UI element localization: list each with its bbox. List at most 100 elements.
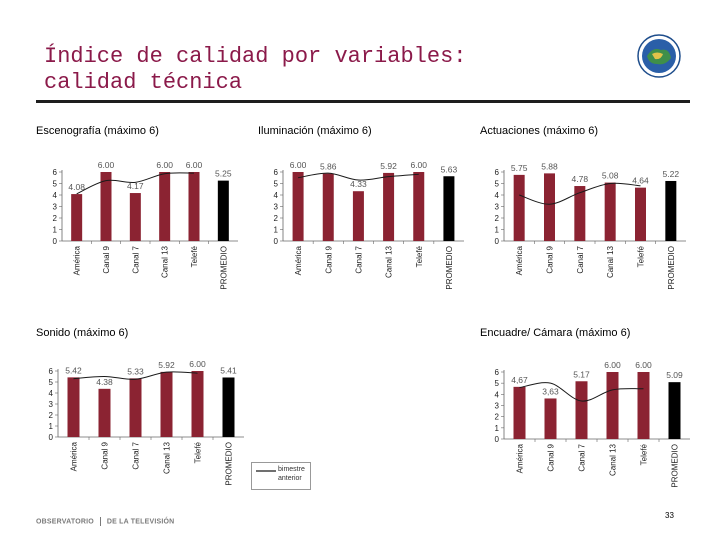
value-label-america: 4.08 <box>68 182 85 192</box>
y-tick-label: 4 <box>495 390 500 399</box>
x-tick-label-canal-7: Canal 7 <box>578 443 587 471</box>
x-tick-label-canal-7: Canal 7 <box>132 441 141 469</box>
x-tick-label-canal-13: Canal 13 <box>161 245 170 278</box>
chart-encuadre-camara: Encuadre/ Cámara (máximo 6) 0 1 2 3 4 5 6 4,67 3,… <box>480 326 692 498</box>
y-tick-label: 6 <box>274 168 279 177</box>
y-tick-label: 6 <box>495 168 500 177</box>
x-tick-label-america: América <box>70 441 79 471</box>
chart-title: Encuadre/ Cámara (máximo 6) <box>480 327 630 339</box>
previous-bimester-line <box>519 382 644 402</box>
y-tick-label: 6 <box>53 168 58 177</box>
y-tick-label: 3 <box>274 203 279 212</box>
y-tick-label: 5 <box>495 379 500 388</box>
chart-escenografia: Escenografía (máximo 6) 0 1 2 3 4 5 6 4.08 6.00 4.… <box>36 124 246 304</box>
x-tick-label-america: América <box>294 245 303 275</box>
x-tick-label-promedio: PROMEDIO <box>225 442 234 486</box>
value-label-canal-7: 5.17 <box>573 369 590 379</box>
y-tick-label: 2 <box>495 214 500 223</box>
y-tick-label: 0 <box>53 237 58 246</box>
y-tick-label: 1 <box>49 422 54 431</box>
y-tick-label: 1 <box>495 226 500 235</box>
y-tick-label: 0 <box>49 433 54 442</box>
bar-canal-9 <box>544 173 555 241</box>
value-label-canal-9: 3,63 <box>542 386 559 396</box>
bar-telefe <box>413 172 425 241</box>
y-tick-label: 5 <box>53 180 58 189</box>
chart-title: Sonido (máximo 6) <box>36 327 128 339</box>
value-label-promedio: 5.25 <box>215 169 232 179</box>
y-tick-label: 3 <box>53 203 58 212</box>
footer-logo-separator <box>99 517 101 526</box>
chart-svg: Encuadre/ Cámara (máximo 6) 0 1 2 3 4 5 6 4,67 3,… <box>480 327 690 488</box>
bar-canal-7 <box>575 381 588 439</box>
y-tick-label: 1 <box>274 226 279 235</box>
value-label-canal-13: 5.92 <box>158 360 175 370</box>
value-label-canal-9: 5.88 <box>541 161 558 171</box>
bar-canal-9 <box>98 388 111 437</box>
chart-svg: Actuaciones (máximo 6) 0 1 2 3 4 5 6 5.75 5.88 4.7… <box>480 125 686 290</box>
y-tick-label: 2 <box>53 214 58 223</box>
y-tick-label: 5 <box>49 378 54 387</box>
value-label-promedio: 5.09 <box>666 370 683 380</box>
x-tick-label-promedio: PROMEDIO <box>219 246 228 290</box>
x-tick-label-telefe: Telefé <box>640 443 649 465</box>
x-tick-label-canal-9: Canal 9 <box>324 245 333 273</box>
x-tick-label-canal-7: Canal 7 <box>576 245 585 273</box>
bar-promedio <box>222 377 235 437</box>
bar-america <box>67 377 80 437</box>
y-tick-label: 3 <box>495 402 500 411</box>
value-label-promedio: 5.22 <box>663 169 680 179</box>
legend-line-swatch <box>256 470 276 472</box>
bar-telefe <box>188 172 200 241</box>
bar-america <box>513 386 526 439</box>
chart-svg: Sonido (máximo 6) 0 1 2 3 4 5 6 5.42 4.38 5.33 5.92… <box>36 327 244 486</box>
legend-label: bimestre anterior <box>278 466 305 482</box>
x-tick-label-canal-9: Canal 9 <box>101 441 110 469</box>
value-label-telefe: 6.00 <box>189 359 206 369</box>
y-tick-label: 6 <box>49 367 54 376</box>
x-tick-label-promedio: PROMEDIO <box>667 246 676 290</box>
y-tick-label: 0 <box>274 237 279 246</box>
value-label-promedio: 5.41 <box>220 365 237 375</box>
value-label-telefe: 6.00 <box>410 160 427 170</box>
bar-telefe <box>637 372 650 439</box>
bar-promedio <box>665 180 677 241</box>
x-tick-label-canal-9: Canal 9 <box>102 245 111 273</box>
x-tick-label-canal-13: Canal 13 <box>609 443 618 476</box>
footer-logo: OBSERVATORIO DE LA TELEVISIÓN <box>36 517 174 526</box>
y-tick-label: 2 <box>495 413 500 422</box>
y-tick-label: 3 <box>49 400 54 409</box>
chart-title: Actuaciones (máximo 6) <box>480 125 598 137</box>
bar-canal-13 <box>604 182 616 241</box>
bar-canal-7 <box>129 378 142 437</box>
y-tick-label: 1 <box>53 226 58 235</box>
x-tick-label-promedio: PROMEDIO <box>445 246 454 290</box>
footer-logo-left: OBSERVATORIO <box>36 518 94 526</box>
value-label-canal-13: 6.00 <box>156 160 173 170</box>
value-label-telefe: 4.64 <box>632 176 649 186</box>
x-tick-label-canal-13: Canal 13 <box>606 245 615 278</box>
bar-canal-9 <box>100 172 112 241</box>
value-label-canal-13: 5.92 <box>380 161 397 171</box>
value-label-canal-7: 5.33 <box>127 366 144 376</box>
bar-telefe <box>191 371 204 437</box>
previous-bimester-line <box>519 182 641 205</box>
y-tick-label: 6 <box>495 368 500 377</box>
slide-title-line-2: calidad técnica <box>44 70 243 95</box>
y-tick-label: 2 <box>274 214 279 223</box>
slide-title: Índice de calidad por variables: calidad… <box>44 44 466 96</box>
value-label-telefe: 6.00 <box>635 360 652 370</box>
bar-canal-7 <box>574 186 586 241</box>
y-tick-label: 4 <box>274 191 279 200</box>
chart-title: Escenografía (máximo 6) <box>36 125 159 137</box>
value-label-telefe: 6.00 <box>186 160 203 170</box>
y-tick-label: 1 <box>495 424 500 433</box>
chart-sonido: Sonido (máximo 6) 0 1 2 3 4 5 6 5.42 4.38 5.33 5.92… <box>36 326 246 498</box>
bar-america <box>292 172 304 241</box>
value-label-promedio: 5.63 <box>441 164 458 174</box>
y-tick-label: 4 <box>53 191 58 200</box>
chart-svg: Iluminación (máximo 6) 0 1 2 3 4 5 6 6.00 5.86 4.3… <box>258 125 464 290</box>
x-tick-label-telefe: Telefé <box>637 245 646 267</box>
x-tick-label-telefe: Telefé <box>190 245 199 267</box>
x-tick-label-america: América <box>516 443 525 473</box>
